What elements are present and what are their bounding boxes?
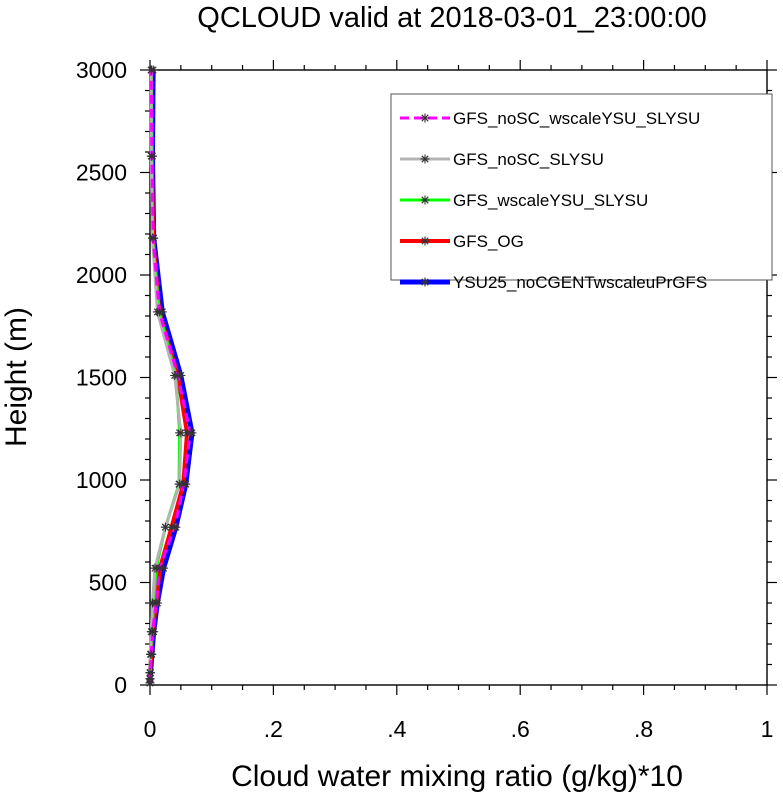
marker-stroke <box>177 429 185 437</box>
legend-label: YSU25_noCGENTwscaleuPrGFS <box>453 273 707 292</box>
marker-stroke <box>421 237 429 245</box>
x-tick-label: 1 <box>761 716 774 742</box>
data-point <box>145 668 155 678</box>
legend-marker <box>420 236 430 246</box>
y-tick-label: 1000 <box>76 467 127 493</box>
marker-stroke <box>180 480 188 488</box>
legend-entry: GFS_noSC_wscaleYSU_SLYSU <box>400 109 700 128</box>
legend-label: GFS_wscaleYSU_SLYSU <box>453 191 648 210</box>
y-tick-label: 0 <box>114 672 127 698</box>
marker-stroke <box>174 371 182 380</box>
data-point <box>146 65 156 75</box>
marker-stroke <box>421 155 429 163</box>
data-point <box>148 233 158 243</box>
y-tick-label: 2500 <box>76 160 127 186</box>
marker-stroke <box>146 675 154 683</box>
y-tick-label: 1500 <box>76 365 127 391</box>
legend-entry: YSU25_noCGENTwscaleuPrGFS <box>400 273 707 292</box>
marker-stroke <box>147 66 155 74</box>
y-axis: 0 500 1000 1500 2000 2500 3000 <box>76 57 777 698</box>
x-tick-label: 0 <box>144 716 157 742</box>
marker-stroke <box>147 650 155 658</box>
marker-stroke <box>155 564 163 572</box>
data-point <box>185 428 195 438</box>
y-tick-label: 500 <box>89 570 127 596</box>
data-point <box>160 522 170 532</box>
y-axis-title: Height (m) <box>0 307 33 447</box>
data-point <box>173 370 183 380</box>
y-tick-label: 3000 <box>76 57 127 83</box>
legend-label: GFS_noSC_wscaleYSU_SLYSU <box>453 109 700 128</box>
legend-label: GFS_OG <box>453 232 524 251</box>
data-point <box>147 151 157 161</box>
y-tick-label: 2000 <box>76 262 127 288</box>
series-lines <box>145 65 197 688</box>
legend-entry: GFS_noSC_SLYSU <box>400 150 604 169</box>
marker-stroke <box>186 429 194 437</box>
legend-marker <box>420 154 430 164</box>
x-tick-label: .8 <box>634 716 653 742</box>
x-tick-label: .2 <box>264 716 283 742</box>
series-GFS_noSC_wscaleYSU_SLYSU <box>145 65 195 688</box>
marker-stroke <box>148 152 156 160</box>
legend-entry: GFS_wscaleYSU_SLYSU <box>400 191 648 210</box>
legend-box <box>390 93 773 281</box>
marker-stroke <box>149 234 157 242</box>
data-point <box>176 428 186 438</box>
data-point <box>154 307 164 317</box>
legend-entry: GFS_OG <box>400 232 524 251</box>
marker-stroke <box>146 669 154 677</box>
marker-stroke <box>421 278 429 286</box>
marker-stroke <box>155 308 163 316</box>
data-point <box>147 627 157 637</box>
x-tick-label: .6 <box>511 716 530 742</box>
data-point <box>170 522 180 532</box>
data-point <box>154 563 164 573</box>
data-point <box>151 598 161 608</box>
legend-label: GFS_noSC_SLYSU <box>453 150 604 169</box>
marker-stroke <box>421 114 429 122</box>
x-tick-label: .4 <box>387 716 406 742</box>
marker-stroke <box>148 628 157 636</box>
x-axis-title: Cloud water mixing ratio (g/kg)*10 <box>231 760 683 793</box>
marker-stroke <box>421 196 429 204</box>
chart-title: QCLOUD valid at 2018-03-01_23:00:00 <box>197 2 706 34</box>
x-axis: 0 .2 .4 .6 .8 1 <box>144 60 774 742</box>
legend-marker <box>420 277 430 287</box>
data-point <box>146 649 156 659</box>
marker-stroke <box>161 523 170 531</box>
legend: GFS_noSC_wscaleYSU_SLYSU GFS_noSC_SLYSU GF… <box>390 93 773 292</box>
series-line <box>148 69 192 683</box>
marker-stroke <box>152 599 160 607</box>
legend-marker <box>420 113 430 123</box>
legend-marker <box>420 195 430 205</box>
data-point <box>179 479 189 489</box>
marker-stroke <box>171 523 179 531</box>
